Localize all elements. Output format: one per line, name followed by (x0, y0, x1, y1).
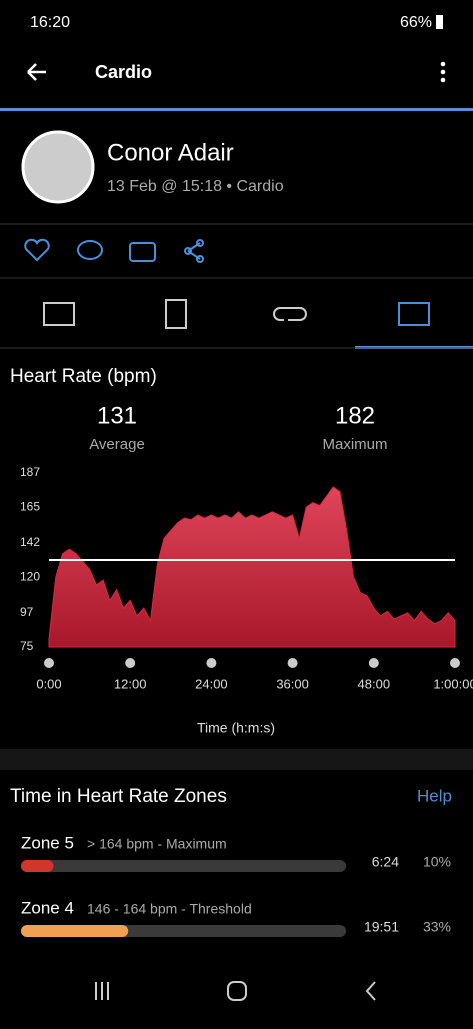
like-button[interactable] (24, 238, 50, 262)
x-tick-label: 12:00 (114, 676, 147, 691)
stat-label: Maximum (322, 436, 387, 453)
profile-name: Conor Adair (107, 139, 234, 166)
comment-button[interactable] (77, 240, 103, 260)
tab-overview[interactable] (43, 302, 75, 326)
zone-percent: 33% (423, 919, 451, 935)
share-button[interactable] (184, 239, 204, 263)
x-tick-label: 24:00 (195, 676, 228, 691)
photo-button[interactable] (129, 242, 156, 262)
x-tick-label: 36:00 (276, 676, 309, 691)
clock: 16:20 (30, 14, 70, 31)
zone-bar (21, 925, 129, 937)
tab-laps[interactable] (273, 307, 307, 321)
x-tick-label: 48:00 (358, 676, 391, 691)
zone-percent: 10% (423, 854, 451, 870)
nav-recents[interactable] (95, 982, 109, 1000)
y-tick-label: 75 (20, 639, 34, 653)
chart-title: Heart Rate (bpm) (10, 366, 157, 387)
battery-icon (436, 15, 443, 29)
stat-label: Average (89, 436, 145, 453)
y-tick-label: 142 (20, 535, 40, 549)
y-tick-label: 120 (20, 569, 40, 583)
heart-rate-area (48, 486, 456, 648)
menu-button[interactable] (440, 61, 446, 83)
zone-bar (21, 860, 54, 872)
tab-details[interactable] (165, 299, 187, 329)
back-button[interactable] (27, 63, 46, 81)
header-title: Cardio (95, 62, 152, 82)
battery: 66% (400, 14, 432, 31)
x-tick-dot (450, 658, 460, 668)
x-tick-dot (125, 658, 136, 668)
profile-subtitle: 13 Feb @ 15:18 • Cardio (107, 178, 284, 195)
x-tick-dot (287, 658, 298, 668)
y-tick-label: 165 (20, 499, 40, 513)
help-link[interactable]: Help (417, 786, 452, 805)
avatar[interactable] (21, 130, 95, 204)
header-divider (0, 108, 473, 111)
y-tick-label: 187 (20, 465, 40, 479)
x-tick-label: 1:00:00 (433, 676, 473, 691)
zone-name: Zone 5 (21, 833, 74, 852)
zone-range: > 164 bpm - Maximum (87, 836, 227, 852)
zone-time: 6:24 (372, 854, 399, 870)
zones-title: Time in Heart Rate Zones (10, 786, 227, 807)
nav-home[interactable] (227, 981, 247, 1001)
x-tick-dot (206, 658, 217, 668)
stat-value: 182 (335, 402, 375, 429)
x-axis-label: Time (h:m:s) (197, 720, 275, 736)
section-separator (0, 749, 473, 770)
x-tick-dot (44, 658, 54, 668)
zone-time: 19:51 (364, 919, 399, 935)
zone-track (21, 860, 346, 872)
y-tick-label: 97 (20, 605, 34, 619)
x-tick-label: 0:00 (36, 676, 61, 691)
stat-value: 131 (97, 402, 137, 429)
nav-back[interactable] (365, 981, 376, 1001)
tab-charts[interactable] (398, 302, 430, 326)
zone-range: 146 - 164 bpm - Threshold (87, 901, 252, 917)
x-tick-dot (368, 658, 379, 668)
zone-name: Zone 4 (21, 898, 74, 917)
